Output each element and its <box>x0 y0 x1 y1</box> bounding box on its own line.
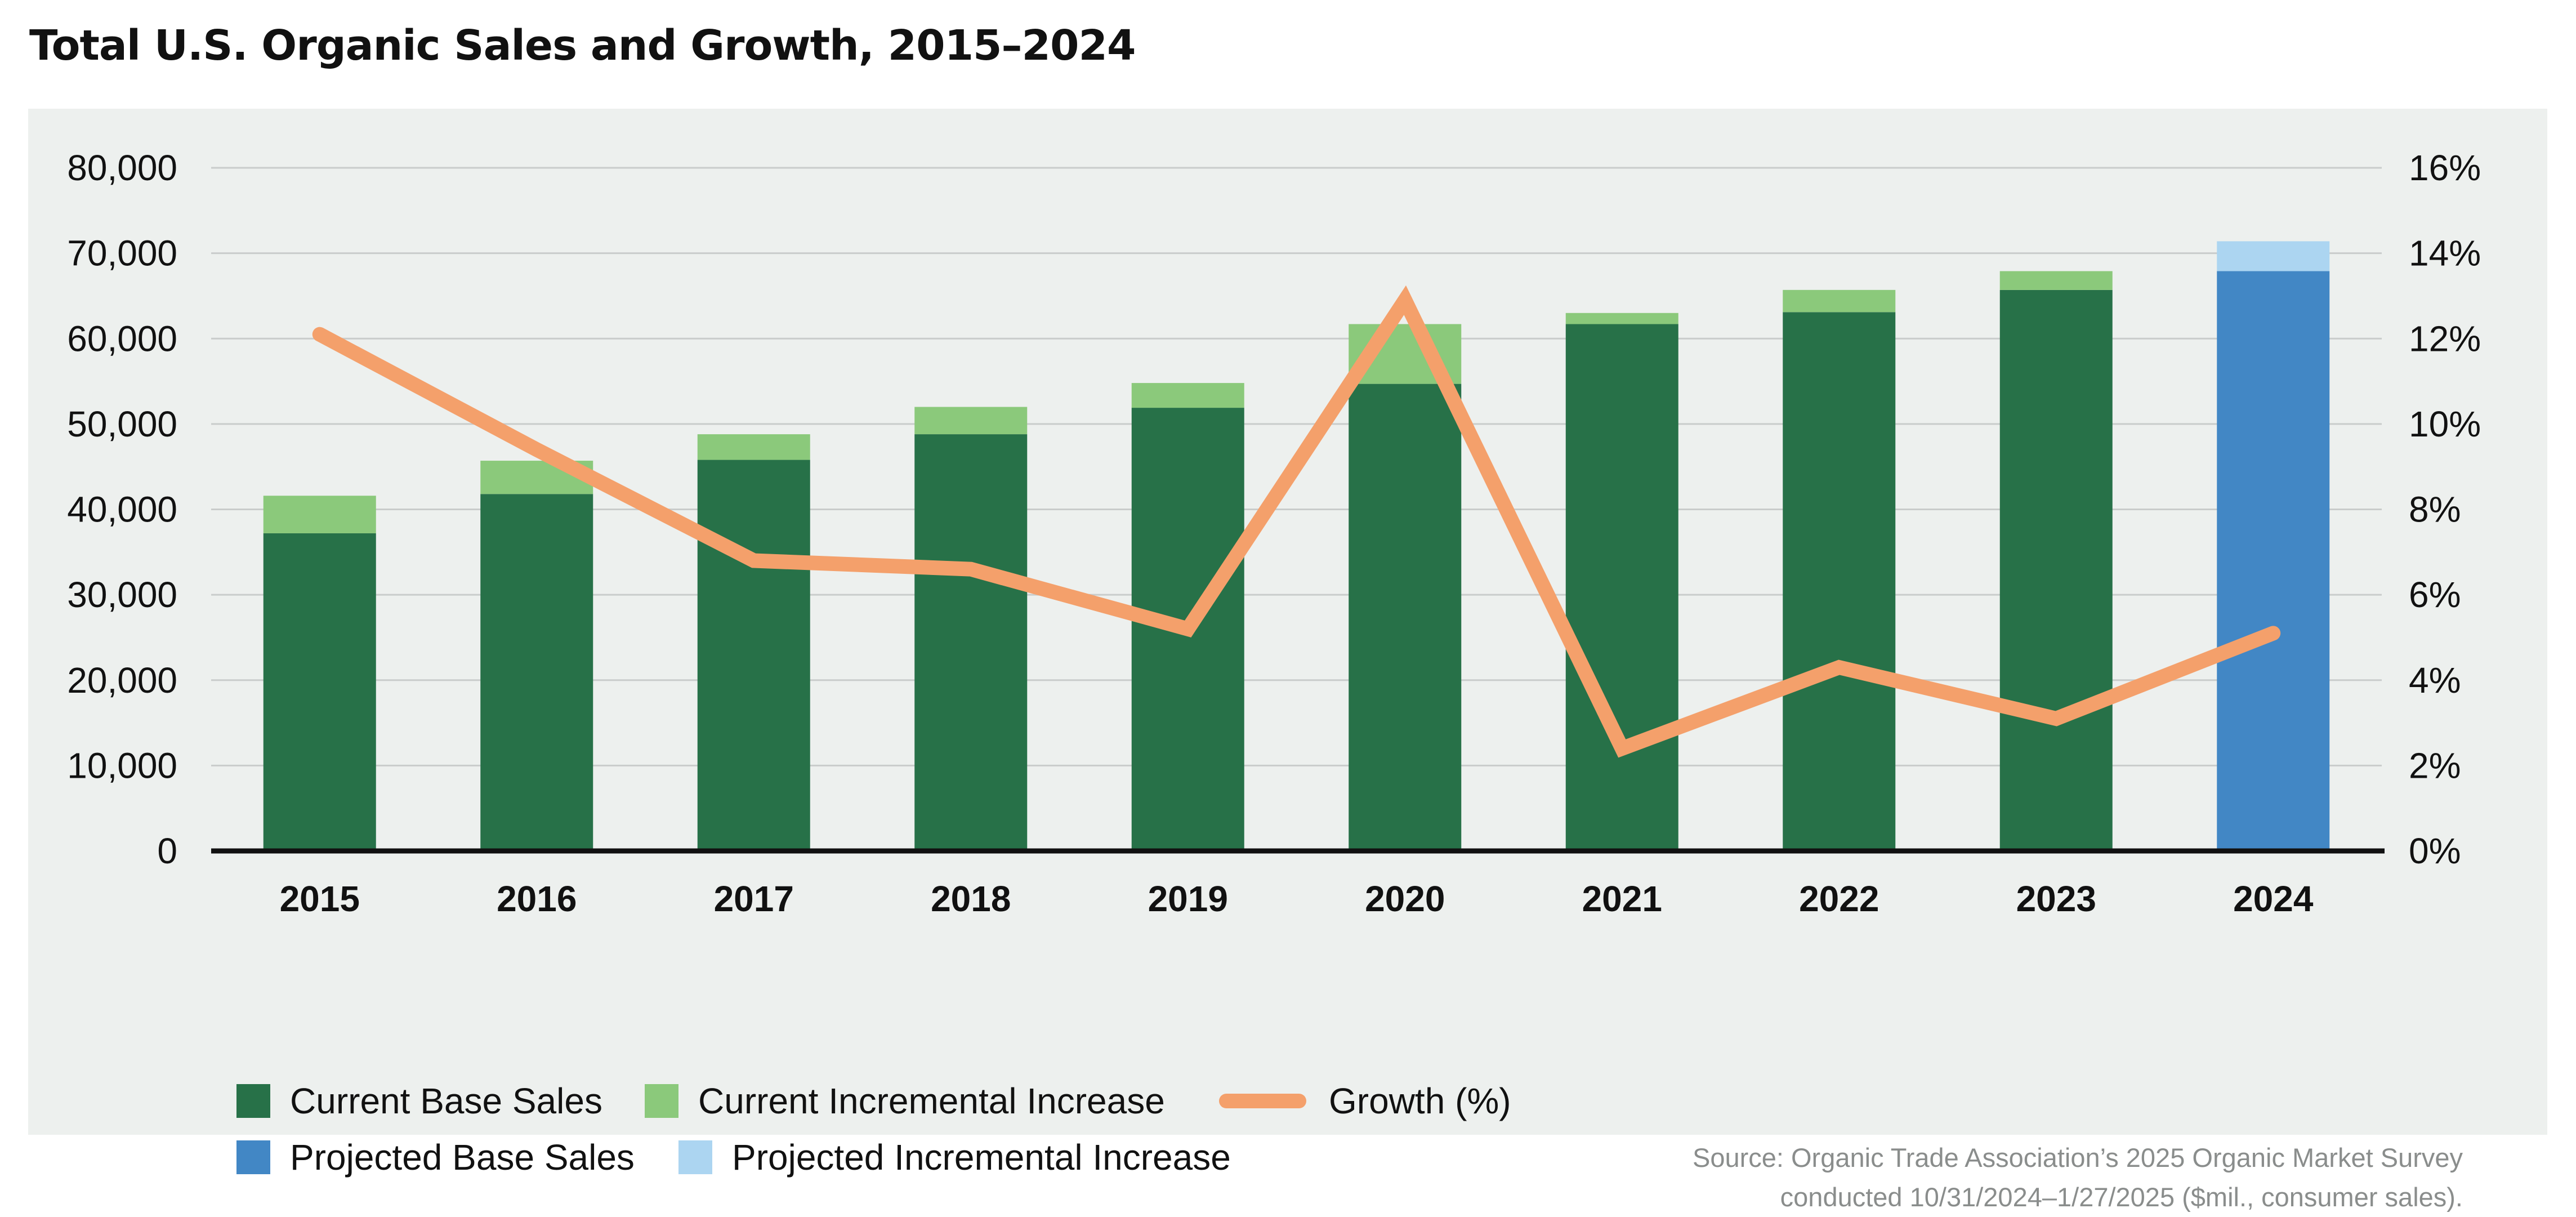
legend-label: Growth (%) <box>1329 1081 1511 1121</box>
legend-item: Projected Incremental Increase <box>678 1136 1231 1178</box>
y-right-tick-label: 8% <box>2409 489 2461 530</box>
growth-point <box>318 333 321 336</box>
source-line-1: Source: Organic Trade Association’s 2025… <box>1692 1143 2463 1173</box>
y-right-tick-label: 2% <box>2409 745 2461 786</box>
bar-current-base <box>697 460 810 851</box>
y-left-tick-label: 10,000 <box>67 745 177 786</box>
y-left-tick-label: 30,000 <box>67 574 177 615</box>
legend-item: Current Base Sales <box>236 1080 602 1122</box>
bar-current-incremental <box>697 434 810 460</box>
source-note: Source: Organic Trade Association’s 2025… <box>1693 1138 2463 1217</box>
growth-point <box>2055 717 2057 720</box>
x-tick-label: 2015 <box>280 879 360 919</box>
x-tick-label: 2017 <box>714 879 794 919</box>
growth-point <box>970 568 972 570</box>
bar-current-incremental <box>1783 289 1896 313</box>
legend-swatch <box>1219 1094 1306 1108</box>
legend-swatch <box>678 1140 712 1174</box>
bar-current-incremental <box>263 496 376 533</box>
x-tick-label: 2024 <box>2233 879 2314 919</box>
bar-current-incremental <box>1999 271 2113 290</box>
bar-current-incremental <box>1131 383 1244 408</box>
bar-current-base <box>480 494 593 851</box>
legend-label: Projected Incremental Increase <box>732 1137 1231 1178</box>
bar-current-base <box>1783 312 1896 851</box>
legend-item: Current Incremental Increase <box>645 1080 1165 1122</box>
x-tick-label: 2019 <box>1148 879 1228 919</box>
bar-current-incremental <box>914 407 1028 435</box>
legend-swatch <box>236 1084 270 1118</box>
bar-projected-base <box>2217 271 2330 851</box>
bar-current-base <box>1999 289 2113 851</box>
y-left-tick-label: 0 <box>157 831 177 871</box>
y-left-tick-label: 60,000 <box>67 318 177 359</box>
legend-label: Current Base Sales <box>290 1081 602 1121</box>
legend-swatch <box>236 1140 270 1174</box>
y-right-tick-label: 16% <box>2409 148 2481 188</box>
y-left-tick-label: 50,000 <box>67 404 177 444</box>
x-tick-label: 2022 <box>1799 879 1879 919</box>
y-right-tick-label: 12% <box>2409 318 2481 359</box>
legend-item: Projected Base Sales <box>236 1136 635 1178</box>
growth-line <box>312 285 2281 758</box>
growth-point <box>535 448 538 451</box>
legend-label: Projected Base Sales <box>290 1137 635 1178</box>
growth-point <box>1186 627 1189 630</box>
x-tick-label: 2020 <box>1365 879 1445 919</box>
bar-current-base <box>1349 384 1462 851</box>
growth-point <box>1620 747 1623 750</box>
y-right-tick-label: 14% <box>2409 233 2481 274</box>
y-left-tick-label: 40,000 <box>67 489 177 530</box>
bar-current-base <box>263 533 376 851</box>
growth-point <box>1404 299 1407 302</box>
y-right-tick-label: 10% <box>2409 404 2481 444</box>
y-right-tick-label: 0% <box>2409 831 2461 871</box>
y-right-tick-label: 6% <box>2409 574 2461 615</box>
bar-current-base <box>914 434 1028 851</box>
y-left-tick-label: 80,000 <box>67 148 177 188</box>
legend-swatch <box>645 1084 678 1118</box>
x-tick-label: 2016 <box>497 879 577 919</box>
y-left-tick-label: 70,000 <box>67 233 177 274</box>
chart-svg: 0 10,000 20,000 30,000 40,000 50,000 60,000 70,… <box>67 148 2481 919</box>
legend-label: Current Incremental Increase <box>698 1081 1165 1121</box>
bar-current-base <box>1565 324 1678 851</box>
growth-point <box>2272 632 2275 635</box>
growth-point <box>1838 666 1841 669</box>
y-right-tick-label: 4% <box>2409 660 2461 701</box>
x-tick-label: 2021 <box>1582 879 1662 919</box>
chart-title: Total U.S. Organic Sales and Growth, 201… <box>29 21 1136 70</box>
chart-legend: Current Base Sales Current Incremental In… <box>236 1080 1926 1193</box>
source-line-2: conducted 10/31/2024–1/27/2025 ($mil., c… <box>1780 1182 2463 1212</box>
y-left-tick-label: 20,000 <box>67 660 177 701</box>
bar-projected-incremental <box>2217 241 2330 271</box>
chart-panel: 0 10,000 20,000 30,000 40,000 50,000 60,000 70,… <box>28 109 2547 1212</box>
x-tick-label: 2018 <box>931 879 1011 919</box>
legend-item: Growth (%) <box>1219 1080 1511 1122</box>
bar-current-incremental <box>1565 313 1678 324</box>
growth-point <box>752 559 755 562</box>
x-tick-label: 2023 <box>2016 879 2096 919</box>
